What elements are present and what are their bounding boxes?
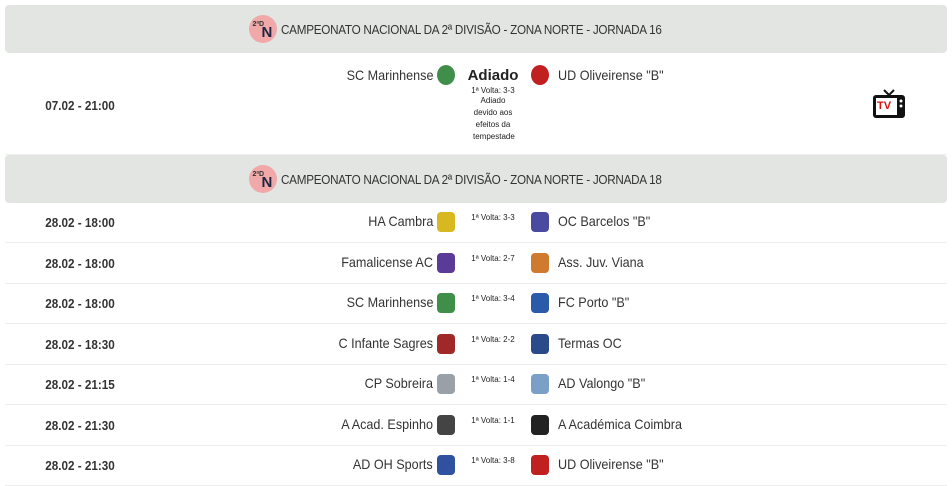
home-team[interactable]: C Infante Sagres	[338, 334, 433, 351]
first-leg-result: 1ª Volta: 3-3	[471, 213, 515, 222]
first-leg-result: 1ª Volta: 2-2	[471, 334, 515, 344]
match-row[interactable]: 07.02 - 21:00 SC Marinhense Adiado 1ª Vo…	[5, 55, 947, 155]
match-score: Adiado 1ª Volta: 3-3 Adiado devido aos e…	[463, 67, 523, 143]
match-row[interactable]: 28.02 - 21:30 AD OH Sports 1ª Volta: 3-8…	[5, 446, 947, 486]
match-date: 28.02 - 18:00	[45, 255, 115, 271]
away-team[interactable]: AD Valongo "B"	[558, 375, 646, 391]
match-date: 07.02 - 21:00	[45, 98, 115, 113]
away-team[interactable]: FC Porto "B"	[558, 294, 630, 310]
match-date: 28.02 - 21:30	[45, 458, 115, 473]
first-leg-result: 1ª Volta: 2-7	[471, 253, 515, 263]
home-team[interactable]: SC Marinhense	[346, 294, 433, 310]
away-team[interactable]: UD Oliveirense "B"	[558, 456, 664, 472]
match-date: 28.02 - 21:15	[45, 377, 115, 392]
away-crest-icon	[531, 293, 549, 313]
away-crest-icon	[531, 333, 549, 354]
postponed-note: Adiado devido aos efeitos da tempestade	[473, 96, 515, 141]
competition-header: 2ªD N CAMPEONATO NACIONAL DA 2ª DIVISÃO -…	[5, 5, 947, 53]
match-row[interactable]: 28.02 - 21:30 A Acad. Espinho 1ª Volta: …	[5, 406, 947, 446]
away-crest-icon	[531, 252, 549, 273]
league-logo: 2ªD N	[248, 15, 277, 43]
away-crest-icon	[531, 414, 549, 435]
away-crest-icon	[531, 65, 549, 85]
home-team[interactable]: SC Marinhense	[346, 67, 433, 83]
match-status: Adiado	[467, 67, 519, 84]
match-row[interactable]: 28.02 - 18:00 SC Marinhense 1ª Volta: 3-…	[5, 284, 947, 324]
competition-header: 2ªD N CAMPEONATO NACIONAL DA 2ª DIVISÃO -…	[5, 155, 947, 203]
home-team[interactable]: AD OH Sports	[353, 456, 433, 472]
home-crest-icon	[437, 252, 455, 273]
home-crest-icon	[437, 65, 455, 85]
home-crest-icon	[437, 414, 455, 435]
match-date: 28.02 - 18:30	[45, 336, 115, 352]
competition-title: CAMPEONATO NACIONAL DA 2ª DIVISÃO - ZONA…	[280, 171, 662, 187]
first-leg-result: 1ª Volta: 1-1	[471, 415, 515, 425]
match-row[interactable]: 28.02 - 18:00 HA Cambra 1ª Volta: 3-3 OC…	[5, 203, 947, 243]
home-team[interactable]: HA Cambra	[367, 213, 433, 229]
home-crest-icon	[437, 333, 455, 354]
away-team[interactable]: Ass. Juv. Viana	[558, 253, 644, 270]
home-crest-icon	[437, 212, 455, 232]
tv-broadcast-icon[interactable]: TV	[872, 89, 906, 119]
match-row[interactable]: 28.02 - 18:30 C Infante Sagres 1ª Volta:…	[5, 325, 947, 365]
home-crest-icon	[437, 374, 455, 394]
first-leg-result: 1ª Volta: 3-8	[471, 456, 515, 465]
away-team[interactable]: OC Barcelos "B"	[558, 213, 651, 229]
away-team[interactable]: UD Oliveirense "B"	[558, 67, 664, 83]
match-date: 28.02 - 18:00	[45, 296, 115, 311]
first-leg-result: 1ª Volta: 3-4	[471, 294, 515, 303]
match-row[interactable]: 28.02 - 21:15 CP Sobreira 1ª Volta: 1-4 …	[5, 365, 947, 405]
away-crest-icon	[531, 212, 549, 232]
first-leg-result: 1ª Volta: 1-4	[471, 375, 515, 384]
match-date: 28.02 - 18:00	[45, 215, 115, 230]
home-team[interactable]: Famalicense AC	[341, 253, 433, 270]
away-team[interactable]: Termas OC	[558, 334, 622, 351]
away-team[interactable]: A Académica Coimbra	[558, 415, 682, 432]
home-team[interactable]: CP Sobreira	[364, 375, 433, 391]
away-crest-icon	[531, 374, 549, 394]
home-team[interactable]: A Acad. Espinho	[341, 415, 433, 432]
match-date: 28.02 - 21:30	[45, 417, 115, 433]
first-leg-result: 1ª Volta: 3-3	[471, 86, 515, 95]
match-row[interactable]: 28.02 - 18:00 Famalicense AC 1ª Volta: 2…	[5, 244, 947, 284]
league-logo: 2ªD N	[248, 165, 277, 193]
svg-text:TV: TV	[877, 100, 892, 112]
competition-title: CAMPEONATO NACIONAL DA 2ª DIVISÃO - ZONA…	[280, 21, 662, 37]
away-crest-icon	[531, 455, 549, 475]
home-crest-icon	[437, 455, 455, 475]
home-crest-icon	[437, 293, 455, 313]
